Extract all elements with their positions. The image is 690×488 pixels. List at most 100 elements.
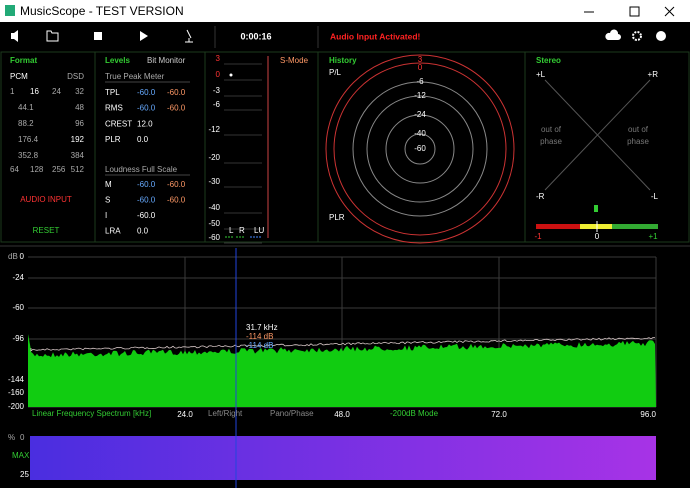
y-tick-label: -24 — [12, 273, 24, 282]
level-value: -60.0 — [167, 196, 186, 205]
level-label: RMS — [105, 104, 123, 113]
axis-label: P/L — [329, 68, 342, 77]
peak-trace — [30, 337, 655, 352]
level-value: -60.0 — [137, 88, 156, 97]
meter-scale: -60 — [208, 233, 220, 242]
dsd-rate: 256 — [52, 165, 66, 174]
bit-depth: 24 — [52, 87, 61, 96]
phase-note: out of — [628, 125, 649, 134]
window-title: MusicScope - TEST VERSION — [20, 4, 184, 18]
bit-depth: 1 — [10, 87, 15, 96]
level-label: TPL — [105, 88, 120, 97]
play-button[interactable] — [140, 31, 148, 41]
level-value: -60.0 — [137, 211, 156, 220]
input-button[interactable]: AUDIO INPUT — [20, 195, 72, 204]
ring-label: -6 — [416, 77, 424, 86]
tab-label: Bit Monitor — [147, 56, 186, 65]
spectrogram-label: 25 — [20, 470, 29, 479]
panel-title: Format — [10, 56, 37, 65]
level-value: -60.0 — [167, 88, 186, 97]
spectrogram-label: MAX — [12, 451, 30, 460]
mode-button[interactable]: -200dB Mode — [390, 409, 439, 418]
panel-title: History — [329, 56, 357, 65]
phase-note: out of — [541, 125, 562, 134]
level-value: 12.0 — [137, 119, 153, 128]
bit-depth: 32 — [75, 87, 84, 96]
time-display: 0:00:16 — [240, 31, 271, 41]
ring-label: -60 — [414, 144, 426, 153]
level-label: M — [105, 180, 112, 189]
panel-title: Levels — [105, 56, 130, 65]
dsd-rate: 512 — [71, 165, 85, 174]
level-label: S — [105, 196, 110, 205]
ring-label: 3 — [418, 55, 423, 64]
section-label: True Peak Meter — [105, 72, 165, 81]
section-label: Loudness Full Scale — [105, 165, 178, 174]
ring — [333, 62, 507, 236]
label: PCM — [10, 72, 28, 81]
ring-label: 0 — [418, 63, 423, 72]
correlation-bar — [536, 224, 580, 229]
y-tick-label: -60 — [12, 303, 24, 312]
mode-button[interactable]: Left/Right — [208, 409, 243, 418]
dsd-rate: 64 — [10, 165, 19, 174]
sample-rate: 352.8 — [18, 151, 39, 160]
app-icon — [5, 5, 15, 16]
level-value: -60.0 — [137, 180, 156, 189]
status-text: Audio Input Activated! — [330, 31, 421, 41]
corner-label: -R — [536, 192, 545, 201]
x-tick-label: 96.0 — [640, 410, 656, 419]
x-tick-label: 48.0 — [334, 410, 350, 419]
label: DSD — [67, 72, 84, 81]
meter-scale: -50 — [208, 219, 220, 228]
sample-rate: 384 — [71, 151, 85, 160]
meter-scale: -3 — [213, 86, 221, 95]
analyze-button[interactable] — [185, 29, 193, 43]
cloud-button[interactable] — [605, 29, 621, 40]
sample-rate: 192 — [71, 135, 85, 144]
level-label: CREST — [105, 119, 132, 128]
level-value: 0.0 — [137, 135, 149, 144]
sample-rate: 44.1 — [18, 103, 34, 112]
channel-label: R — [239, 226, 245, 235]
info-button[interactable] — [656, 31, 666, 41]
meter-scale: -40 — [208, 203, 220, 212]
meter-scale: -20 — [208, 153, 220, 162]
level-value: -60.0 — [167, 180, 186, 189]
level-label: LRA — [105, 226, 121, 235]
correlation-bar — [612, 224, 658, 229]
volume-button[interactable] — [11, 30, 18, 42]
open-button[interactable] — [46, 30, 59, 42]
channel-label: L — [229, 226, 234, 235]
maximize-button[interactable] — [629, 6, 640, 17]
ring — [325, 54, 515, 244]
spectrogram-label: 0 — [20, 433, 25, 442]
corner-label: +L — [536, 70, 546, 79]
level-value: -60.0 — [167, 104, 186, 113]
meter-scale: 0 — [216, 70, 221, 79]
level-label: I — [105, 211, 107, 220]
bit-depth: 16 — [30, 87, 39, 96]
sample-rate: 48 — [75, 103, 84, 112]
mode-button[interactable]: Pano/Phase — [270, 409, 314, 418]
settings-button[interactable] — [632, 31, 642, 41]
close-button[interactable] — [664, 6, 675, 17]
dsd-rate: 128 — [30, 165, 44, 174]
ring — [366, 95, 474, 203]
ring-label: -40 — [414, 129, 426, 138]
stop-button[interactable] — [94, 32, 102, 40]
panel-title: Stereo — [536, 56, 561, 65]
mode-button[interactable]: Linear Frequency Spectrum [kHz] — [32, 409, 151, 418]
y-tick-label: -200 — [8, 402, 25, 411]
reset-button[interactable]: RESET — [33, 226, 60, 235]
stereo-cross — [544, 79, 651, 191]
sample-rate: 96 — [75, 119, 84, 128]
title-bar — [0, 0, 690, 22]
stereo-marker — [594, 205, 598, 212]
sample-rate: 176.4 — [18, 135, 39, 144]
mode-label: S-Mode — [280, 56, 309, 65]
spectrogram-label: % — [8, 433, 15, 442]
phase-note: phase — [540, 137, 562, 146]
